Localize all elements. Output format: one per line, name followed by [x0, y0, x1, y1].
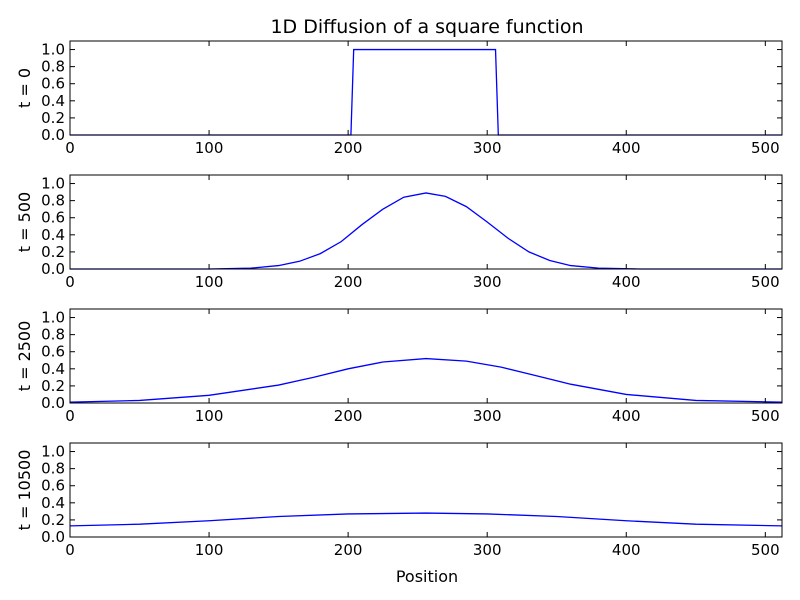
y-tick-label-1-5: 1.0 — [41, 175, 65, 193]
x-tick-label-2-3: 300 — [473, 407, 502, 425]
x-tick-label-2-2: 200 — [334, 407, 363, 425]
y-tick-label-0-4: 0.8 — [41, 58, 65, 76]
x-tick-label-3-0: 0 — [65, 541, 75, 559]
y-tick-label-3-3: 0.6 — [41, 477, 65, 495]
x-tick-label-3-2: 200 — [334, 541, 363, 559]
plot-frame-1 — [69, 174, 783, 270]
subplot-3: 0 100 200 300 400 500 0.00.20.40.60.81.0 t = 10… — [15, 442, 783, 559]
plot-frame-2 — [69, 308, 783, 404]
y-axis-label-2: t = 2500 — [15, 321, 34, 392]
y-tick-label-2-2: 0.4 — [41, 360, 65, 378]
series-line-1-0 — [70, 192, 782, 270]
x-tick-label-1-0: 0 — [65, 273, 75, 291]
y-tick-label-1-2: 0.4 — [41, 226, 65, 244]
x-tick-label-2-4: 400 — [612, 407, 641, 425]
y-tick-label-1-1: 0.2 — [41, 243, 65, 261]
chart-title: 1D Diffusion of a square function — [270, 16, 583, 38]
x-tick-label-1-2: 200 — [334, 273, 363, 291]
x-tick-label-1-4: 400 — [612, 273, 641, 291]
plot-frame-3 — [69, 442, 783, 538]
series-line-0-0 — [70, 48, 782, 136]
y-tick-label-3-0: 0.0 — [41, 528, 65, 546]
x-tick-label-3-1: 100 — [195, 541, 224, 559]
y-tick-label-3-5: 1.0 — [41, 443, 65, 461]
x-tick-label-2-5: 500 — [751, 407, 780, 425]
y-tick-label-0-1: 0.2 — [41, 109, 65, 127]
x-tick-label-0-4: 400 — [612, 139, 641, 157]
y-tick-label-2-1: 0.2 — [41, 377, 65, 395]
y-tick-label-0-2: 0.4 — [41, 92, 65, 110]
y-axis-label-3: t = 10500 — [15, 450, 34, 531]
x-tick-label-1-1: 100 — [195, 273, 224, 291]
x-tick-label-0-3: 300 — [473, 139, 502, 157]
y-tick-label-2-4: 0.8 — [41, 326, 65, 344]
y-tick-label-3-1: 0.2 — [41, 511, 65, 529]
y-tick-label-1-4: 0.8 — [41, 192, 65, 210]
y-tick-label-2-3: 0.6 — [41, 343, 65, 361]
y-tick-label-1-0: 0.0 — [41, 260, 65, 278]
y-tick-label-2-0: 0.0 — [41, 394, 65, 412]
x-axis-label: Position — [396, 567, 458, 586]
subplot-0: 0 100 200 300 400 500 0.00.20.40.60.81.0 t = 0 — [15, 40, 783, 157]
plot-frame-0 — [69, 40, 783, 136]
series-line-3-0 — [69, 512, 783, 527]
x-tick-label-0-1: 100 — [195, 139, 224, 157]
x-tick-label-0-0: 0 — [65, 139, 75, 157]
x-tick-label-3-4: 400 — [612, 541, 641, 559]
x-tick-label-3-5: 500 — [751, 541, 780, 559]
x-tick-label-2-1: 100 — [195, 407, 224, 425]
y-tick-label-3-4: 0.8 — [41, 460, 65, 478]
y-tick-label-1-3: 0.6 — [41, 209, 65, 227]
y-axis-label-0: t = 0 — [15, 68, 34, 108]
x-tick-label-1-5: 500 — [751, 273, 780, 291]
y-tick-label-0-0: 0.0 — [41, 126, 65, 144]
series-line-2-0 — [69, 357, 783, 403]
y-tick-label-0-3: 0.6 — [41, 75, 65, 93]
x-tick-label-1-3: 300 — [473, 273, 502, 291]
y-tick-label-0-5: 1.0 — [41, 41, 65, 59]
y-axis-label-1: t = 500 — [15, 192, 34, 252]
x-tick-label-0-2: 200 — [334, 139, 363, 157]
x-tick-label-3-3: 300 — [473, 541, 502, 559]
y-tick-label-2-5: 1.0 — [41, 309, 65, 327]
y-tick-label-3-2: 0.4 — [41, 494, 65, 512]
subplot-1: 0 100 200 300 400 500 0.00.20.40.60.81.0 t = 50… — [15, 174, 783, 291]
subplot-2: 0 100 200 300 400 500 0.00.20.40.60.81.0 t = 25… — [15, 308, 783, 425]
x-tick-label-0-5: 500 — [751, 139, 780, 157]
x-tick-label-2-0: 0 — [65, 407, 75, 425]
